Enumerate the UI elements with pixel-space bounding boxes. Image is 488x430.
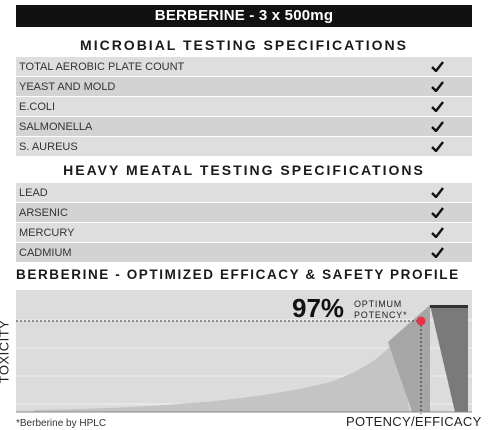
footnote: *Berberine by HPLC <box>16 418 107 429</box>
x-axis-label: POTENCY/EFFICACY <box>346 414 482 429</box>
row-label: TOTAL AEROBIC PLATE COUNT <box>19 60 185 73</box>
toxicity-zone <box>430 305 468 412</box>
table-row: CADMIUM <box>16 243 472 263</box>
checkmark-icon <box>402 187 472 198</box>
efficacy-chart <box>16 290 472 414</box>
table-row: LEAD <box>16 183 472 203</box>
table-row: TOTAL AEROBIC PLATE COUNT <box>16 57 472 77</box>
row-label: S. AUREUS <box>19 140 78 153</box>
row-label: E.COLI <box>19 100 56 113</box>
checkmark-icon <box>402 101 472 112</box>
table-row: ARSENIC <box>16 203 472 223</box>
checkmark-icon <box>402 227 472 238</box>
row-label: SALMONELLA <box>19 120 93 133</box>
table-row: YEAST AND MOLD <box>16 77 472 97</box>
row-label: LEAD <box>19 186 48 199</box>
chart-heading: BERBERINE - OPTIMIZED EFFICACY & SAFETY … <box>16 267 460 282</box>
efficacy-curve-area <box>34 340 410 412</box>
heavy-metal-table: LEAD ARSENIC MERCURY CADMIUM <box>16 183 472 263</box>
microbial-heading: MICROBIAL TESTING SPECIFICATIONS <box>80 37 408 53</box>
product-title-bar: BERBERINE - 3 x 500mg <box>16 5 472 27</box>
microbial-table: TOTAL AEROBIC PLATE COUNT YEAST AND MOLD… <box>16 57 472 157</box>
checkmark-icon <box>402 121 472 132</box>
table-row: S. AUREUS <box>16 137 472 157</box>
checkmark-icon <box>402 141 472 152</box>
optimum-zone <box>388 305 430 412</box>
optimum-label-line2: POTENCY* <box>354 310 408 320</box>
table-row: SALMONELLA <box>16 117 472 137</box>
checkmark-icon <box>402 81 472 92</box>
y-axis-label: TOXICITY <box>0 319 12 384</box>
row-label: CADMIUM <box>19 246 72 259</box>
row-label: ARSENIC <box>19 206 68 219</box>
checkmark-icon <box>402 61 472 72</box>
checkmark-icon <box>402 207 472 218</box>
optimum-marker <box>416 316 426 326</box>
table-row: E.COLI <box>16 97 472 117</box>
optimum-label: OPTIMUM POTENCY* <box>354 299 407 321</box>
optimum-label-line1: OPTIMUM <box>354 299 403 309</box>
row-label: MERCURY <box>19 226 75 239</box>
heavy-metal-heading: HEAVY MEATAL TESTING SPECIFICATIONS <box>63 162 425 178</box>
checkmark-icon <box>402 247 472 258</box>
row-label: YEAST AND MOLD <box>19 80 116 93</box>
optimum-percent: 97% <box>292 293 345 323</box>
table-row: MERCURY <box>16 223 472 243</box>
toxicity-zone-top <box>430 305 468 308</box>
